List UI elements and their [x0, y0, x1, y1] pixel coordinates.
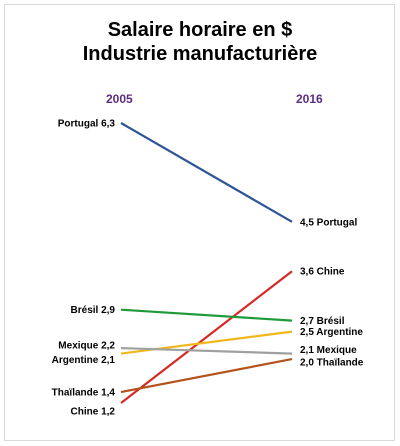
chart-title-line2: Industrie manufacturière — [82, 43, 318, 65]
start-label-portugal: Portugal 6,3 — [58, 119, 116, 130]
chart-frame — [4, 4, 395, 441]
start-label-chine: Chine 1,2 — [71, 407, 116, 418]
end-label-bresil: 2,7 Brésil — [300, 316, 345, 327]
x-label-2005: 2005 — [106, 92, 133, 106]
series-line-mexique — [120, 346, 293, 355]
series-line-thailande — [120, 357, 293, 394]
start-label-thailande: Thaïlande 1,4 — [52, 388, 116, 399]
x-label-2016: 2016 — [296, 92, 323, 106]
series-line-portugal — [120, 122, 293, 223]
end-label-argentine: 2,5 Argentine — [300, 327, 363, 338]
series-line-chine — [120, 270, 293, 404]
end-label-mexique: 2,1 Mexique — [300, 345, 357, 356]
end-label-thailande: 2,0 Thaïlande — [300, 358, 364, 369]
end-label-portugal: 4,5 Portugal — [300, 217, 357, 228]
series-line-bresil — [120, 308, 293, 322]
end-label-chine: 3,6 Chine — [300, 267, 345, 278]
start-label-bresil: Brésil 2,9 — [71, 305, 116, 316]
start-label-argentine: Argentine 2,1 — [52, 355, 116, 366]
chart-title-line1: Salaire horaire en $ — [107, 19, 293, 41]
start-label-mexique: Mexique 2,2 — [58, 341, 115, 352]
